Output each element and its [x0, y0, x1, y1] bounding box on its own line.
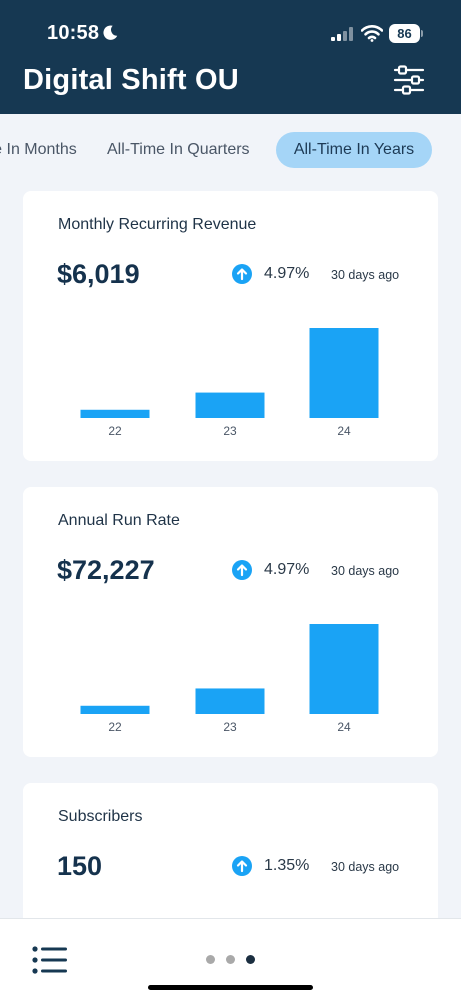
bar-24[interactable]	[309, 328, 379, 418]
mrr-bar-chart: 22 23 24	[80, 328, 379, 438]
list-menu-icon[interactable]	[32, 946, 67, 974]
mrr-card[interactable]: Monthly Recurring Revenue $6,019 4.97% 3…	[23, 191, 438, 461]
tick-label-22: 22	[108, 424, 122, 438]
change-period: 30 days ago	[331, 564, 400, 578]
card-value: 150	[57, 851, 103, 881]
card-title: Annual Run Rate	[58, 512, 180, 529]
signal-icon	[331, 27, 353, 41]
tab-all-time-months[interactable]: All-Time In Months	[0, 132, 86, 168]
bar-22[interactable]	[80, 409, 150, 418]
bar-22[interactable]	[80, 705, 150, 714]
tab-label-months: All-Time In Months	[0, 141, 77, 158]
arrow-up-circle-icon	[232, 856, 252, 876]
change-percent: 4.97%	[264, 265, 310, 282]
status-time: 10:58	[47, 22, 100, 44]
tab-all-time-years[interactable]: All-Time In Years	[276, 132, 432, 168]
arr-bar-chart: 22 23 24	[80, 624, 379, 734]
bar-23[interactable]	[195, 392, 265, 418]
arrow-up-circle-icon	[232, 560, 252, 580]
card-value: $6,019	[57, 259, 140, 289]
change-period: 30 days ago	[331, 268, 400, 282]
home-indicator	[148, 985, 313, 990]
change-period: 30 days ago	[331, 860, 400, 874]
bar-24[interactable]	[309, 624, 379, 714]
page-indicator	[206, 955, 258, 965]
change-percent: 4.97%	[264, 561, 310, 578]
tab-all-time-quarters[interactable]: All-Time In Quarters	[107, 141, 250, 158]
change-percent: 1.35%	[264, 857, 310, 874]
tick-label-23: 23	[223, 424, 237, 438]
app-header: 10:58 86 Digital Shift OU	[0, 0, 461, 114]
card-title: Monthly Recurring Revenue	[58, 216, 257, 233]
tick-label-22: 22	[108, 720, 122, 734]
sliders-icon[interactable]	[392, 64, 426, 96]
page-dot[interactable]	[206, 955, 215, 964]
card-title: Subscribers	[58, 808, 143, 825]
page-dot[interactable]	[226, 955, 235, 964]
battery-icon: 86	[389, 24, 423, 44]
page-title: Digital Shift OU	[23, 64, 239, 96]
wifi-icon	[361, 25, 383, 42]
status-bar: 10:58 86	[0, 0, 461, 60]
tick-label-23: 23	[223, 720, 237, 734]
bar-23[interactable]	[195, 688, 265, 714]
page-dot-active[interactable]	[246, 955, 255, 964]
bottom-bar	[0, 918, 461, 1000]
moon-icon	[103, 25, 118, 40]
arrow-up-circle-icon	[232, 264, 252, 284]
card-value: $72,227	[57, 555, 155, 585]
tick-label-24: 24	[337, 424, 351, 438]
battery-level: 86	[389, 24, 420, 43]
tick-label-24: 24	[337, 720, 351, 734]
arr-card[interactable]: Annual Run Rate $72,227 4.97% 30 days ag…	[23, 487, 438, 757]
period-tabs: All-Time In Months All-Time In Quarters …	[0, 130, 461, 170]
